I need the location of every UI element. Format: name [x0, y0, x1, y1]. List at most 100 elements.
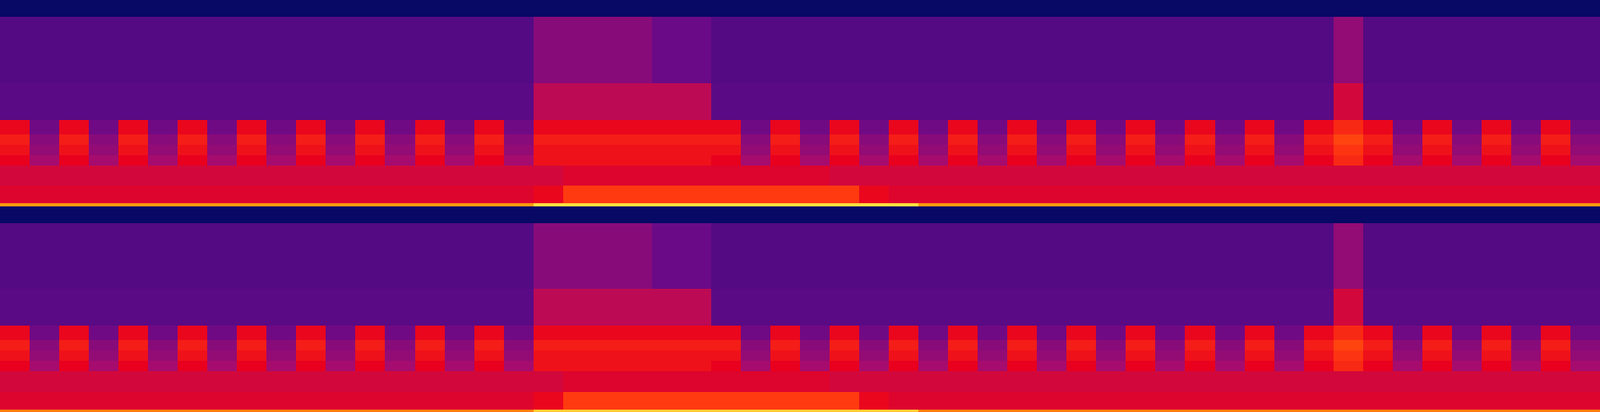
- heatmap-cell: [1363, 222, 1394, 289]
- heatmap-cell: [829, 371, 860, 392]
- heatmap-cell: [1511, 340, 1542, 351]
- heatmap-cell: [977, 206, 1008, 224]
- heatmap-cell: [415, 16, 446, 84]
- heatmap-cell: [1422, 360, 1453, 372]
- heatmap-cell: [888, 391, 920, 409]
- heatmap-cell: [918, 144, 949, 155]
- heatmap-cell: [918, 185, 949, 204]
- heatmap-cell: [504, 391, 535, 409]
- heatmap-cell: [829, 222, 860, 289]
- heatmap-cell: [1184, 203, 1216, 207]
- heatmap-cell: [977, 350, 1008, 361]
- heatmap-cell: [888, 154, 920, 165]
- heatmap-cell: [0, 391, 31, 409]
- heatmap-cell: [384, 325, 416, 341]
- heatmap-cell: [1274, 119, 1305, 135]
- heatmap-cell: [177, 164, 208, 186]
- heatmap-cell: [355, 350, 386, 361]
- heatmap-cell: [118, 206, 149, 224]
- heatmap-cell: [977, 288, 1008, 327]
- heatmap-cell: [88, 222, 120, 289]
- heatmap-cell: [740, 350, 772, 361]
- heatmap-cell: [711, 119, 742, 135]
- heatmap-cell: [1125, 164, 1156, 186]
- heatmap-cell: [1333, 0, 1364, 17]
- heatmap-cell: [1570, 0, 1600, 17]
- heatmap-cell: [1036, 206, 1068, 224]
- heatmap-cell: [1540, 0, 1572, 17]
- heatmap-cell: [977, 133, 1008, 144]
- heatmap-cell: [1007, 222, 1038, 289]
- heatmap-cell: [1481, 164, 1512, 186]
- heatmap-cell: [888, 371, 920, 392]
- heatmap-cell: [1215, 371, 1246, 392]
- heatmap-cell: [59, 206, 90, 224]
- heatmap-cell: [1155, 82, 1186, 120]
- heatmap-cell: [1155, 0, 1186, 17]
- heatmap-cell: [1570, 391, 1600, 409]
- heatmap-cell: [236, 408, 268, 412]
- heatmap-cell: [652, 185, 683, 204]
- heatmap-cell: [1452, 185, 1483, 204]
- heatmap-cell: [1244, 391, 1276, 409]
- heatmap-cell: [88, 340, 120, 351]
- heatmap-cell: [770, 185, 801, 204]
- heatmap-cell: [622, 340, 653, 351]
- heatmap-cell: [977, 391, 1008, 409]
- heatmap-cell: [592, 154, 624, 165]
- heatmap-cell: [1244, 133, 1276, 144]
- heatmap-cell: [622, 0, 653, 17]
- heatmap-cell: [1096, 164, 1127, 186]
- heatmap-cell: [118, 371, 149, 392]
- heatmap-cell: [918, 206, 949, 224]
- heatmap-cell: [888, 340, 920, 351]
- heatmap-cell: [177, 82, 208, 120]
- heatmap-cell: [681, 133, 712, 144]
- heatmap-cell: [1244, 82, 1276, 120]
- heatmap-cell: [236, 222, 268, 289]
- heatmap-cell: [681, 82, 712, 120]
- heatmap-cell: [1155, 206, 1186, 224]
- heatmap-cell: [592, 222, 624, 289]
- heatmap-cell: [1304, 16, 1335, 84]
- heatmap-cell: [118, 144, 149, 155]
- heatmap-cell: [29, 408, 60, 412]
- heatmap-cell: [1007, 82, 1038, 120]
- heatmap-cell: [236, 119, 268, 135]
- heatmap-cell: [296, 133, 327, 144]
- heatmap-cell: [948, 288, 979, 327]
- heatmap-cell: [681, 16, 712, 84]
- heatmap-cell: [977, 16, 1008, 84]
- heatmap-cell: [652, 340, 683, 351]
- heatmap-cell: [29, 154, 60, 165]
- heatmap-cell: [1066, 16, 1097, 84]
- heatmap-cell: [88, 0, 120, 17]
- heatmap-cell: [1304, 119, 1335, 135]
- heatmap-cell: [474, 408, 505, 412]
- heatmap-cell: [740, 325, 772, 341]
- heatmap-cell: [1304, 0, 1335, 17]
- heatmap-cell: [563, 350, 594, 361]
- heatmap-cell: [1184, 119, 1216, 135]
- heatmap-cell: [1304, 185, 1335, 204]
- heatmap-cell: [59, 154, 90, 165]
- heatmap-cell: [592, 16, 624, 84]
- heatmap-cell: [1155, 350, 1186, 361]
- heatmap-cell: [207, 82, 238, 120]
- heatmap-cell: [1096, 340, 1127, 351]
- heatmap-cell: [1036, 408, 1068, 412]
- heatmap-cell: [1125, 340, 1156, 351]
- heatmap-cell: [1452, 206, 1483, 224]
- heatmap-cell: [1274, 340, 1305, 351]
- heatmap-cell: [59, 222, 90, 289]
- heatmap-cell: [1481, 206, 1512, 224]
- heatmap-cell: [384, 371, 416, 392]
- heatmap-cell: [1096, 82, 1127, 120]
- heatmap-cell: [800, 222, 831, 289]
- heatmap-cell: [652, 16, 683, 84]
- heatmap-cell: [148, 325, 179, 341]
- heatmap-cell: [1422, 164, 1453, 186]
- heatmap-cell: [592, 133, 624, 144]
- heatmap-cell: [504, 185, 535, 204]
- heatmap-cell: [355, 371, 386, 392]
